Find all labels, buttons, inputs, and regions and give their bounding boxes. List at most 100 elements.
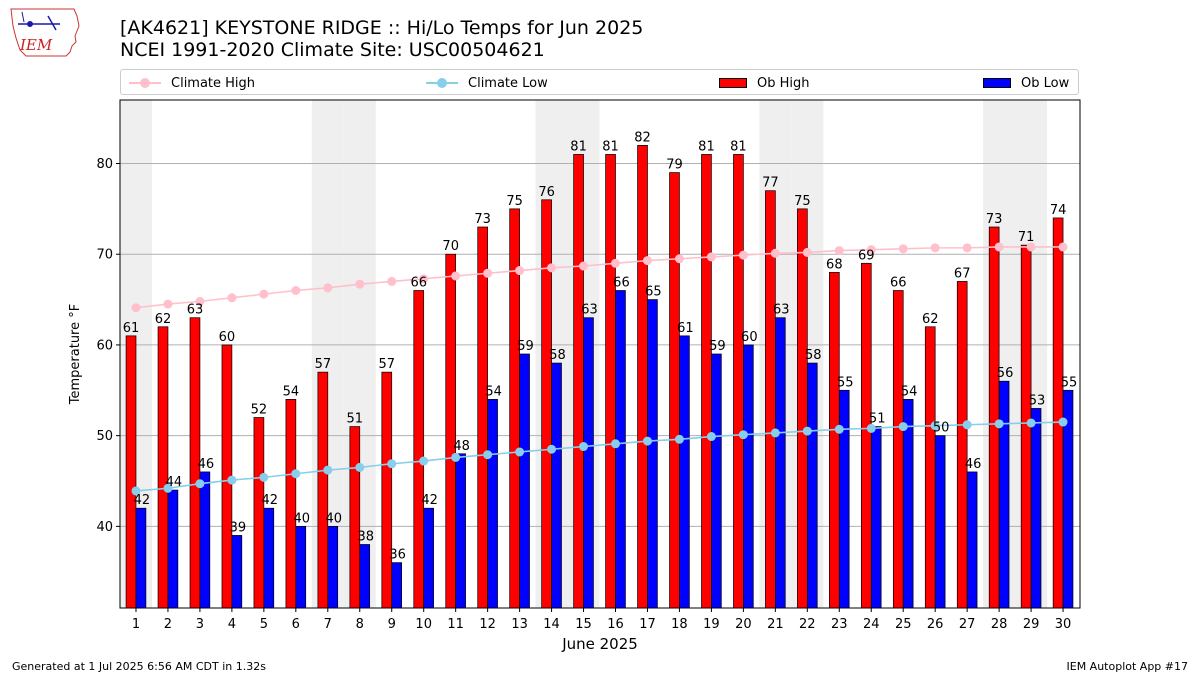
ob-high-bar (445, 253, 457, 609)
climate-low-swatch (426, 77, 458, 89)
ob-high-bar (860, 262, 872, 609)
y-tick-label: 80 (96, 157, 113, 172)
x-tick-label: 21 (767, 617, 784, 632)
footer-generated: Generated at 1 Jul 2025 6:56 AM CDT in 1… (12, 660, 266, 673)
ob-high-bar (349, 426, 361, 609)
x-tick-label: 13 (511, 617, 528, 632)
legend-climate-high-label: Climate High (171, 75, 256, 91)
climate-high-point (611, 258, 621, 268)
climate-low-point (674, 434, 684, 444)
ob-low-bar (966, 471, 978, 609)
ob-low-bar (711, 353, 722, 609)
climate-high-point (674, 254, 684, 264)
ob-low-bar (838, 389, 850, 609)
x-tick-label: 24 (863, 617, 880, 632)
ob-low-bar (583, 317, 594, 609)
legend-climate-high: Climate High (129, 74, 255, 92)
climate-low-point (611, 439, 621, 449)
ob-high-label: 71 (1018, 230, 1035, 245)
climate-high-point (962, 243, 972, 253)
ob-low-label: 51 (869, 412, 886, 427)
ob-high-bar (477, 226, 488, 609)
ob-low-label: 40 (325, 511, 342, 526)
climate-low-point (195, 479, 205, 489)
legend-climate-low-label: Climate Low (468, 75, 548, 91)
x-tick-label: 7 (324, 617, 332, 632)
x-tick-label: 10 (415, 617, 432, 632)
ob-low-label: 50 (933, 421, 950, 436)
ob-high-label: 73 (474, 212, 491, 227)
climate-low-point (419, 456, 429, 466)
ob-high-label: 66 (890, 276, 907, 291)
climate-low-point (962, 420, 972, 430)
climate-high-line (135, 246, 1064, 309)
ob-low-label: 48 (453, 439, 470, 454)
x-tick-label: 17 (639, 617, 656, 632)
ob-low-label: 44 (166, 475, 183, 490)
ob-high-label: 74 (1050, 203, 1067, 218)
x-tick-label: 30 (1055, 617, 1072, 632)
ob-high-label: 66 (410, 276, 427, 291)
ob-low-bar (423, 507, 434, 609)
climate-high-point (898, 244, 908, 254)
chart-legend: Climate High Climate Low Ob High Ob Low (120, 69, 1079, 95)
ob-high-bar (125, 335, 137, 609)
climate-low-point (387, 459, 397, 469)
x-tick-label: 11 (447, 617, 464, 632)
x-tick-label: 12 (479, 617, 496, 632)
climate-low-point (802, 426, 812, 436)
climate-high-point (642, 256, 652, 266)
climate-low-point (163, 483, 173, 493)
ob-low-label: 59 (709, 339, 726, 354)
climate-high-point (195, 296, 205, 306)
ob-high-bar (669, 172, 680, 609)
ob-low-bar (487, 399, 498, 609)
climate-low-point (1026, 418, 1036, 428)
ob-low-bar (1030, 408, 1042, 609)
climate-low-point (834, 424, 844, 434)
x-tick-label: 28 (991, 617, 1008, 632)
ob-low-swatch (983, 78, 1011, 88)
x-tick-label: 1 (132, 617, 140, 632)
chart-subtitle: NCEI 1991-2020 Climate Site: USC00504621 (120, 39, 545, 61)
y-tick-label: 50 (96, 429, 113, 444)
climate-high-point (515, 266, 525, 276)
climate-low-point (515, 447, 525, 457)
x-tick-label: 16 (607, 617, 624, 632)
ob-high-bar (637, 145, 648, 609)
ob-high-label: 77 (762, 176, 779, 191)
ob-high-bar (381, 371, 393, 609)
ob-low-bar (135, 507, 147, 609)
ob-low-label: 60 (741, 330, 758, 345)
ob-low-label: 39 (230, 520, 247, 535)
ob-high-bar (573, 154, 584, 609)
ob-low-label: 42 (134, 493, 151, 508)
legend-ob-low: Ob Low (983, 74, 1069, 92)
climate-low-point (291, 469, 301, 479)
ob-low-bar (870, 426, 882, 609)
ob-low-label: 54 (485, 384, 502, 399)
legend-ob-high-label: Ob High (757, 75, 810, 91)
climate-low-point (994, 419, 1004, 429)
ob-high-bar (733, 154, 744, 609)
climate-high-point (131, 303, 141, 313)
ob-low-bar (199, 471, 211, 609)
ob-low-bar (231, 535, 243, 609)
x-tick-label: 27 (959, 617, 976, 632)
climate-high-point (579, 261, 589, 271)
logo-text: IEM (19, 36, 53, 54)
climate-low-point (738, 430, 748, 440)
ob-low-bar (327, 526, 339, 609)
ob-high-bar (988, 226, 1000, 609)
ob-high-label: 52 (251, 403, 268, 418)
ob-low-bar (934, 435, 946, 609)
ob-low-bar (167, 489, 179, 609)
ob-high-label: 57 (378, 357, 395, 372)
ob-high-bar (1052, 217, 1064, 609)
x-tick-label: 8 (356, 617, 364, 632)
climate-high-point (1026, 242, 1036, 252)
ob-high-bar (285, 399, 297, 609)
climate-low-point (770, 428, 780, 438)
legend-climate-low: Climate Low (426, 74, 548, 92)
x-tick-label: 20 (735, 617, 752, 632)
